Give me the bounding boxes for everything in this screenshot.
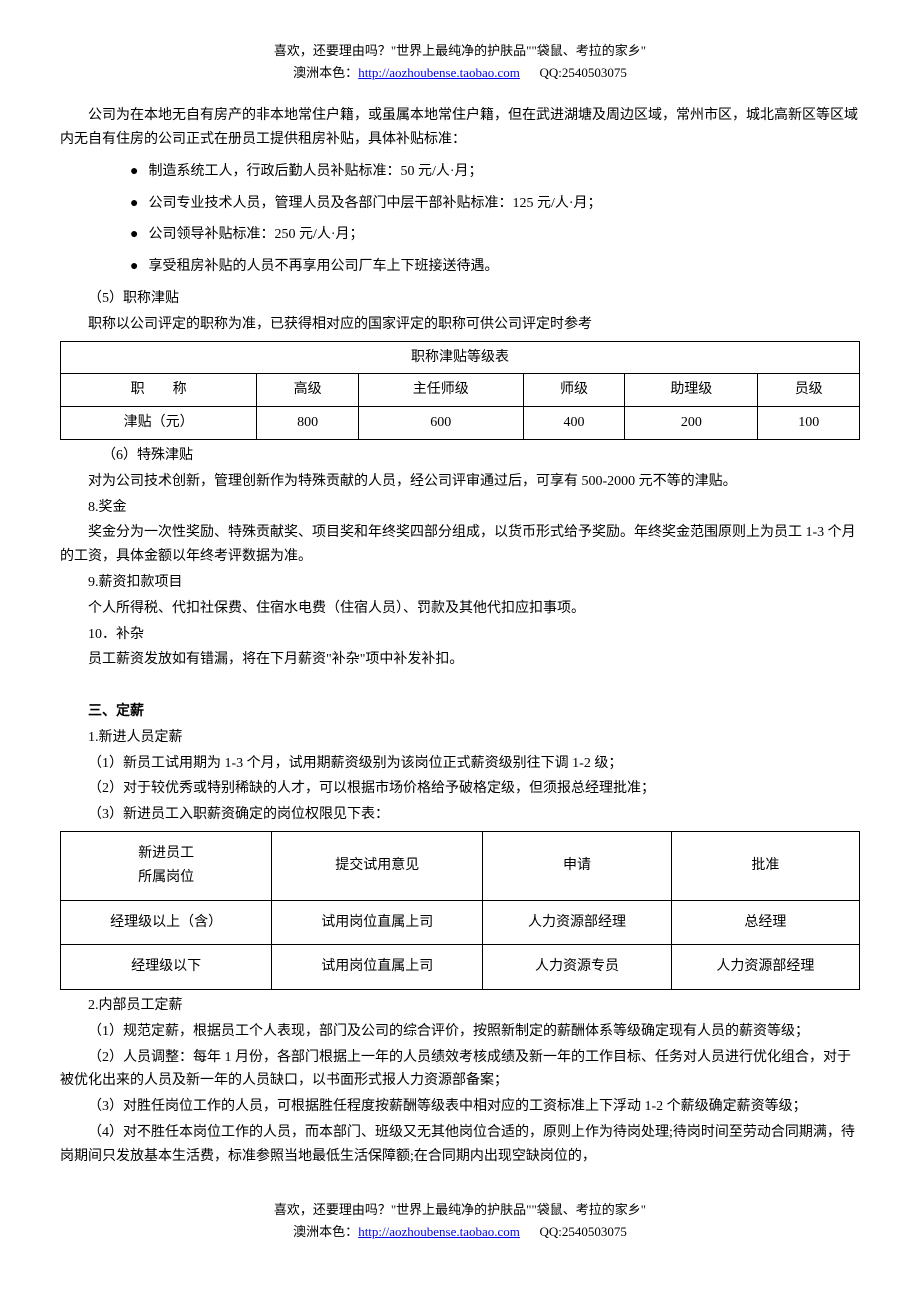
- section-3-heading: 三、定薪: [60, 700, 860, 724]
- table-cell: 800: [257, 407, 359, 440]
- table-cell: 人力资源部经理: [483, 900, 671, 945]
- table-cell: 200: [625, 407, 758, 440]
- table-header: 申请: [483, 831, 671, 900]
- table-cell: 100: [758, 407, 860, 440]
- table-cell: 600: [358, 407, 523, 440]
- table-row: 经理级以上（含） 试用岗位直属上司 人力资源部经理 总经理: [61, 900, 860, 945]
- table-header-row: 职 称 高级 主任师级 师级 助理级 员级: [61, 374, 860, 407]
- table-header: 职 称: [61, 374, 257, 407]
- table-header: 提交试用意见: [272, 831, 483, 900]
- section-3-2-title: 2.内部员工定薪: [60, 994, 860, 1018]
- section-6-text: 对为公司技术创新，管理创新作为特殊贡献的人员，经公司评审通过后，可享有 500-…: [60, 470, 860, 494]
- table-cell: 试用岗位直属上司: [272, 900, 483, 945]
- section-5-title: （5）职称津贴: [60, 287, 860, 311]
- header-qq: QQ:2540503075: [539, 65, 626, 80]
- footer-qq: QQ:2540503075: [539, 1224, 626, 1239]
- section-3-2-a: （1）规范定薪，根据员工个人表现，部门及公司的综合评价，按照新制定的薪酬体系等级…: [60, 1020, 860, 1044]
- table-header: 高级: [257, 374, 359, 407]
- table-header: 新进员工 所属岗位: [61, 831, 272, 900]
- section-3-1-title: 1.新进人员定薪: [60, 726, 860, 750]
- page-footer: 喜欢，还要理由吗？"世界上最纯净的护肤品""袋鼠、考拉的家乡" 澳洲本色：htt…: [60, 1199, 860, 1243]
- bullet-item: 制造系统工人，行政后勤人员补贴标准：50 元/人·月；: [130, 160, 860, 184]
- table-cell: 经理级以下: [61, 945, 272, 990]
- table-title: 职称津贴等级表: [61, 341, 860, 374]
- bullet-item: 公司专业技术人员，管理人员及各部门中层干部补贴标准：125 元/人·月；: [130, 192, 860, 216]
- table-cell: 总经理: [671, 900, 859, 945]
- section-8-title: 8.奖金: [60, 496, 860, 520]
- footer-slogan: 喜欢，还要理由吗？"世界上最纯净的护肤品""袋鼠、考拉的家乡": [274, 1202, 646, 1217]
- table-cell: 400: [523, 407, 625, 440]
- table-header: 员级: [758, 374, 860, 407]
- table-header-row: 新进员工 所属岗位 提交试用意见 申请 批准: [61, 831, 860, 900]
- subsidy-bullets: 制造系统工人，行政后勤人员补贴标准：50 元/人·月； 公司专业技术人员，管理人…: [60, 160, 860, 279]
- section-3-1-c: （3）新进员工入职薪资确定的岗位权限见下表：: [60, 803, 860, 827]
- header-link[interactable]: http://aozhoubense.taobao.com: [358, 65, 520, 80]
- section-8-text: 奖金分为一次性奖励、特殊贡献奖、项目奖和年终奖四部分组成，以货币形式给予奖励。年…: [60, 521, 860, 569]
- section-3-2-d: （4）对不胜任本岗位工作的人员，而本部门、班级又无其他岗位合适的，原则上作为待岗…: [60, 1121, 860, 1169]
- page-header: 喜欢，还要理由吗？"世界上最纯净的护肤品""袋鼠、考拉的家乡" 澳洲本色：htt…: [60, 40, 860, 84]
- table-cell: 人力资源专员: [483, 945, 671, 990]
- section-3-2-b: （2）人员调整：每年 1 月份，各部门根据上一年的人员绩效考核成绩及新一年的工作…: [60, 1046, 860, 1094]
- section-5-text: 职称以公司评定的职称为准，已获得相对应的国家评定的职称可供公司评定时参考: [60, 313, 860, 337]
- section-6-title: （6）特殊津贴: [60, 444, 860, 468]
- intro-paragraph: 公司为在本地无自有房产的非本地常住户籍，或虽属本地常住户籍，但在武进湖塘及周边区…: [60, 104, 860, 152]
- table-header: 助理级: [625, 374, 758, 407]
- bullet-item: 享受租房补贴的人员不再享用公司厂车上下班接送待遇。: [130, 255, 860, 279]
- section-3-1-b: （2）对于较优秀或特别稀缺的人才，可以根据市场价格给予破格定级，但须报总经理批准…: [60, 777, 860, 801]
- title-allowance-table: 职称津贴等级表 职 称 高级 主任师级 师级 助理级 员级 津贴（元） 800 …: [60, 341, 860, 440]
- header-brand: 澳洲本色：: [293, 65, 358, 80]
- footer-link[interactable]: http://aozhoubense.taobao.com: [358, 1224, 520, 1239]
- table-header: 师级: [523, 374, 625, 407]
- section-9-text: 个人所得税、代扣社保费、住宿水电费（住宿人员）、罚款及其他代扣应扣事项。: [60, 597, 860, 621]
- table-header: 批准: [671, 831, 859, 900]
- table-header: 主任师级: [358, 374, 523, 407]
- table-cell: 试用岗位直属上司: [272, 945, 483, 990]
- table-data-row: 津贴（元） 800 600 400 200 100: [61, 407, 860, 440]
- section-10-text: 员工薪资发放如有错漏，将在下月薪资"补杂"项中补发补扣。: [60, 648, 860, 672]
- section-3-1-a: （1）新员工试用期为 1-3 个月，试用期薪资级别为该岗位正式薪资级别往下调 1…: [60, 752, 860, 776]
- section-9-title: 9.薪资扣款项目: [60, 571, 860, 595]
- table-row-label: 津贴（元）: [61, 407, 257, 440]
- table-row: 经理级以下 试用岗位直属上司 人力资源专员 人力资源部经理: [61, 945, 860, 990]
- new-employee-table: 新进员工 所属岗位 提交试用意见 申请 批准 经理级以上（含） 试用岗位直属上司…: [60, 831, 860, 990]
- header-slogan: 喜欢，还要理由吗？"世界上最纯净的护肤品""袋鼠、考拉的家乡": [274, 43, 646, 58]
- table-cell: 经理级以上（含）: [61, 900, 272, 945]
- section-3-2-c: （3）对胜任岗位工作的人员，可根据胜任程度按薪酬等级表中相对应的工资标准上下浮动…: [60, 1095, 860, 1119]
- table-cell: 人力资源部经理: [671, 945, 859, 990]
- bullet-item: 公司领导补贴标准：250 元/人·月；: [130, 223, 860, 247]
- footer-brand: 澳洲本色：: [293, 1224, 358, 1239]
- section-10-title: 10．补杂: [60, 623, 860, 647]
